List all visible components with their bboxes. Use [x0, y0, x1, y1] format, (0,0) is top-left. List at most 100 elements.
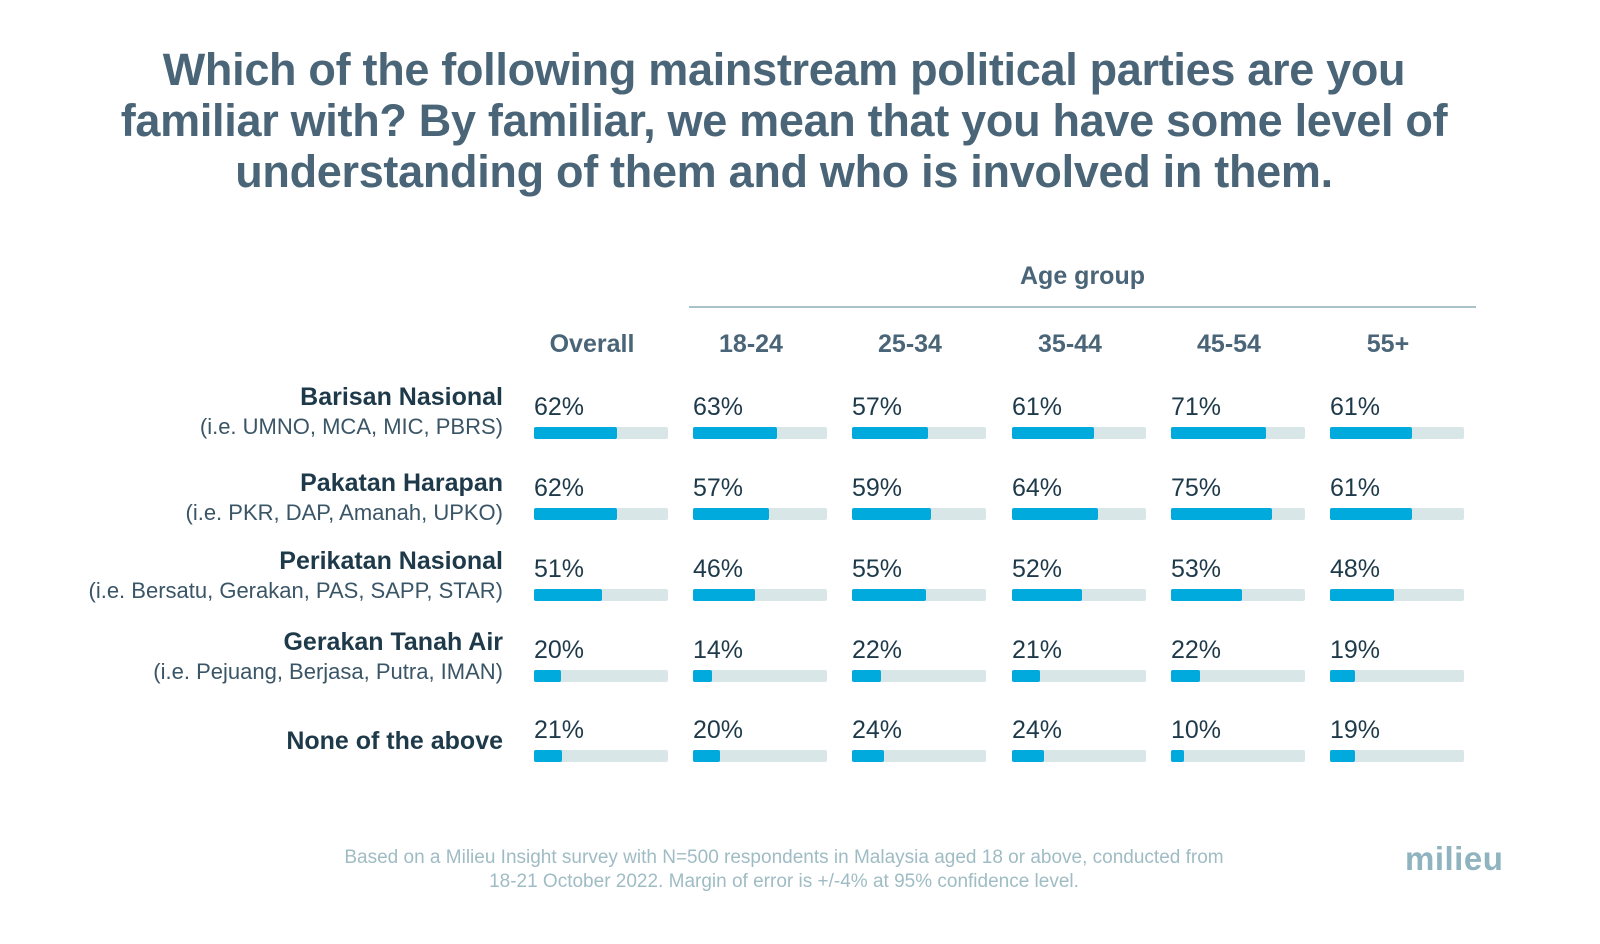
bar-track — [693, 508, 827, 520]
data-cell: 24% — [852, 716, 986, 762]
data-cell: 20% — [534, 636, 668, 682]
bar-fill — [1012, 589, 1082, 601]
data-cell: 19% — [1330, 716, 1464, 762]
column-header-18-24: 18-24 — [719, 330, 783, 358]
bar-fill — [852, 670, 882, 682]
bar-fill — [852, 427, 929, 439]
bar-track — [1330, 750, 1464, 762]
bar-fill — [1012, 508, 1098, 520]
bar-track — [1330, 589, 1464, 601]
bar-fill — [1012, 670, 1041, 682]
data-cell: 62% — [534, 393, 668, 439]
data-label: 62% — [534, 474, 585, 502]
data-cell: 14% — [693, 636, 827, 682]
data-cell: 75% — [1171, 474, 1305, 520]
data-label: 63% — [693, 393, 744, 421]
bar-fill — [534, 589, 603, 601]
bar-track — [852, 508, 986, 520]
row-sublabel: (i.e. UMNO, MCA, MIC, PBRS) — [199, 414, 503, 439]
data-cell: 64% — [1012, 474, 1146, 520]
data-cell: 63% — [693, 393, 827, 439]
data-label: 21% — [1012, 636, 1063, 664]
data-label: 19% — [1330, 636, 1381, 664]
row-sublabel: (i.e. Bersatu, Gerakan, PAS, SAPP, STAR) — [88, 578, 504, 603]
data-label: 46% — [693, 555, 744, 583]
column-header-overall: Overall — [549, 330, 635, 358]
data-label: 61% — [1330, 393, 1381, 421]
data-cell: 62% — [534, 474, 668, 520]
bar-track — [1330, 427, 1464, 439]
bar-track — [693, 750, 827, 762]
bar-track — [534, 750, 668, 762]
data-cell: 19% — [1330, 636, 1464, 682]
bar-track — [1012, 589, 1146, 601]
data-cell: 46% — [693, 555, 827, 601]
bar-track — [693, 427, 827, 439]
bar-track — [852, 589, 986, 601]
data-label: 61% — [1012, 393, 1063, 421]
bar-fill — [1330, 670, 1356, 682]
bar-fill — [1171, 589, 1243, 601]
bar-track — [1171, 589, 1305, 601]
bar-track — [1012, 750, 1146, 762]
data-label: 24% — [852, 716, 903, 744]
chart-title: Which of the following mainstream politi… — [120, 44, 1448, 197]
column-header-55-: 55+ — [1366, 330, 1410, 358]
row-sublabel: (i.e. PKR, DAP, Amanah, UPKO) — [185, 500, 504, 525]
milieu-logo: milieu — [1405, 840, 1504, 877]
data-cell: 61% — [1012, 393, 1146, 439]
row-name: Perikatan Nasional — [279, 547, 503, 575]
footnote-line-2: 18-21 October 2022. Margin of error is +… — [489, 871, 1079, 892]
bar-track — [1171, 750, 1305, 762]
data-cell: 57% — [852, 393, 986, 439]
bar-fill — [852, 589, 926, 601]
data-label: 22% — [1171, 636, 1222, 664]
row-label: None of the above — [286, 726, 503, 756]
data-cell: 20% — [693, 716, 827, 762]
bar-fill — [852, 750, 885, 762]
bar-track — [1171, 670, 1305, 682]
row-name: Gerakan Tanah Air — [283, 628, 503, 656]
row-label: Perikatan Nasional (i.e. Bersatu, Gerakan… — [89, 546, 504, 606]
data-label: 55% — [852, 555, 903, 583]
data-label: 61% — [1330, 474, 1381, 502]
bar-track — [1171, 427, 1305, 439]
data-label: 64% — [1012, 474, 1063, 502]
data-cell: 61% — [1330, 393, 1464, 439]
bar-fill — [534, 670, 561, 682]
row-name: Pakatan Harapan — [300, 469, 503, 497]
data-cell: 22% — [1171, 636, 1305, 682]
bar-fill — [1171, 750, 1185, 762]
bar-track — [693, 670, 827, 682]
data-cell: 71% — [1171, 393, 1305, 439]
data-cell: 55% — [852, 555, 986, 601]
data-label: 20% — [534, 636, 585, 664]
data-label: 21% — [534, 716, 585, 744]
data-cell: 59% — [852, 474, 986, 520]
data-label: 24% — [1012, 716, 1063, 744]
data-label: 75% — [1171, 474, 1222, 502]
age-group-label: Age group — [1020, 262, 1145, 290]
data-cell: 10% — [1171, 716, 1305, 762]
bar-fill — [693, 427, 778, 439]
data-label: 48% — [1330, 555, 1381, 583]
data-cell: 24% — [1012, 716, 1146, 762]
data-cell: 21% — [534, 716, 668, 762]
data-cell: 57% — [693, 474, 827, 520]
column-header-35-44: 35-44 — [1038, 330, 1102, 358]
bar-fill — [534, 508, 618, 520]
data-label: 52% — [1012, 555, 1063, 583]
bar-fill — [1171, 427, 1267, 439]
bar-track — [1012, 427, 1146, 439]
data-cell: 52% — [1012, 555, 1146, 601]
data-label: 57% — [693, 474, 744, 502]
row-name: None of the above — [286, 727, 503, 755]
bar-fill — [1012, 427, 1094, 439]
footnote-line-1: Based on a Milieu Insight survey with N=… — [344, 847, 1224, 868]
column-header-25-34: 25-34 — [878, 330, 942, 358]
data-cell: 22% — [852, 636, 986, 682]
bar-fill — [693, 670, 712, 682]
data-label: 51% — [534, 555, 585, 583]
bar-track — [1330, 508, 1464, 520]
bar-track — [534, 670, 668, 682]
